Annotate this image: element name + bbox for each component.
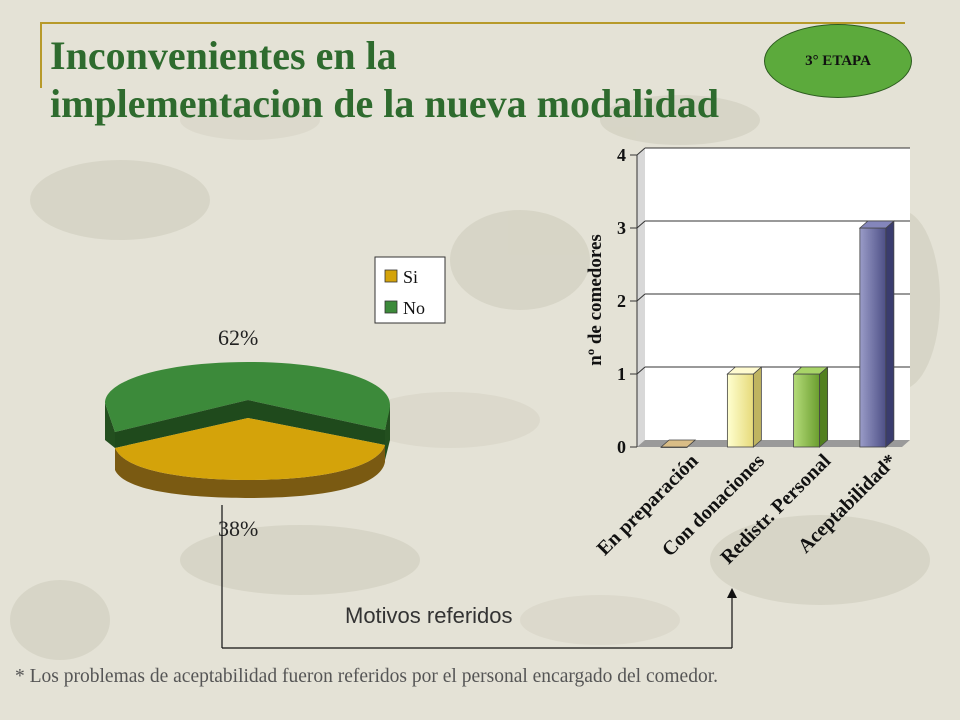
bar-front [726, 373, 754, 448]
title-line-2: implementacion de la nueva modalidad [50, 81, 719, 126]
bar-3 [858, 220, 895, 448]
bar-marks [660, 220, 895, 448]
pie-legend: Si No [374, 256, 446, 324]
bar-category-label: Redistr. Personal [716, 450, 835, 569]
stage-badge: 3° ETAPA [764, 24, 912, 98]
bar-front [793, 373, 821, 448]
bar-top [792, 366, 829, 375]
legend-swatch-no [384, 300, 398, 314]
arrow-head-icon [727, 588, 737, 598]
pie-data-label-si: 38% [218, 516, 258, 541]
axis-caption: Motivos referidos [345, 603, 513, 628]
bar-top [858, 220, 895, 229]
legend-swatch-si [384, 269, 398, 283]
bar-side [752, 366, 762, 448]
title-line-1: Inconvenientes en la [50, 33, 397, 78]
bar-gridline-slant [636, 147, 646, 156]
bar-gridlines [636, 147, 910, 375]
bar-2 [792, 366, 829, 448]
pie-inner-wall [115, 400, 385, 448]
page-title: Inconvenientes en la implementacion de l… [50, 32, 719, 128]
bar-y-tick-label: 3 [617, 218, 626, 238]
pie-slice-si-side-main [115, 445, 385, 498]
bar-gridline-slant [636, 366, 646, 375]
pie-data-label-no: 62% [218, 325, 258, 350]
footnote: * Los problemas de aceptabilidad fueron … [15, 666, 718, 687]
frame-line-top [40, 22, 905, 24]
pie-chart [105, 362, 390, 498]
bar-side [885, 220, 895, 448]
bar-y-tick-label: 0 [617, 437, 626, 457]
legend-label-si: Si [403, 267, 418, 287]
pie-slice-no [105, 362, 390, 432]
bar-gridline-slant [636, 293, 646, 302]
bar-gridline-slant [636, 220, 646, 229]
bar-y-tick-label: 2 [617, 291, 626, 311]
bar-y-tick-label: 4 [617, 145, 626, 165]
pie-slice-si [115, 418, 385, 480]
bar-plot-floor [637, 440, 910, 447]
bar-y-axis-label: nº de comedores [585, 234, 606, 366]
frame-line-left [40, 22, 42, 88]
pie-slice-no-side [105, 403, 115, 448]
bar-side [819, 366, 829, 448]
bar-y-ticks: 0 1 2 3 4 [617, 145, 638, 457]
bar-y-tick-label: 1 [617, 364, 626, 384]
bar-top [660, 439, 697, 448]
bar-top [726, 366, 763, 375]
bar-0 [660, 439, 697, 448]
bar-front [859, 227, 887, 448]
pie-slice-no-side-right [385, 405, 390, 460]
legend-label-no: No [403, 298, 425, 318]
bar-1 [726, 366, 763, 448]
